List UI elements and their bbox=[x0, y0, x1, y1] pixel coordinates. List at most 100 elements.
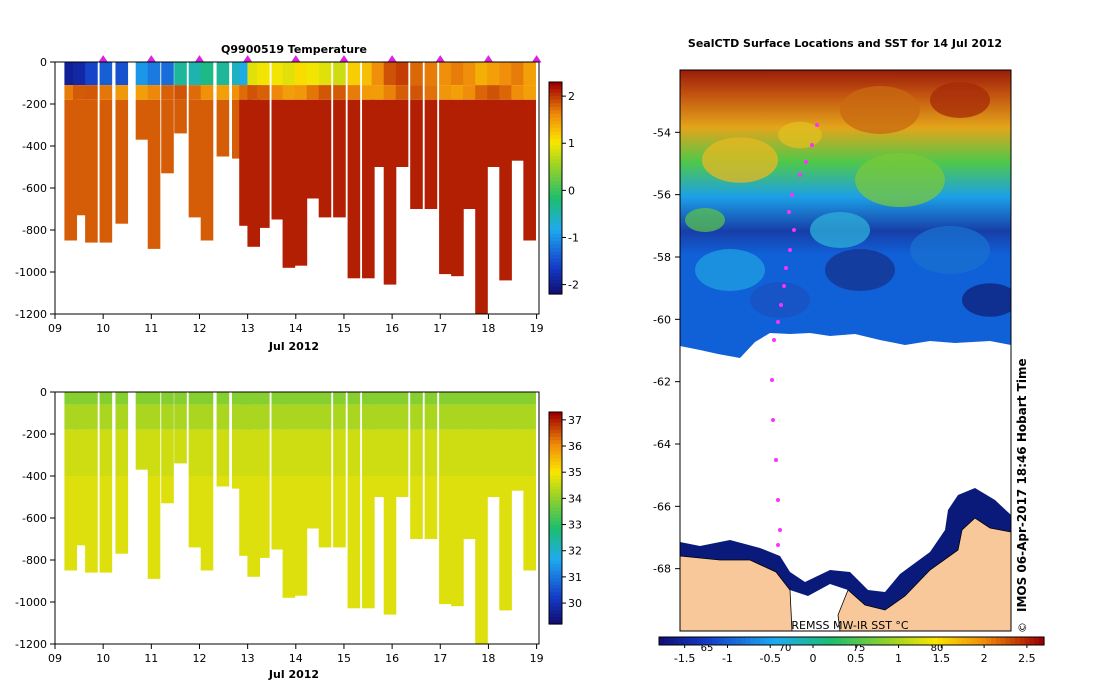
temperature-cell-deep bbox=[216, 99, 230, 157]
colorbar-step bbox=[549, 489, 562, 494]
colorbar-step bbox=[549, 205, 562, 210]
latitude-tick-label: -64 bbox=[653, 438, 671, 451]
salinity-cell bbox=[73, 392, 86, 405]
y-tick-label: 0 bbox=[40, 386, 47, 399]
sst-patch bbox=[685, 208, 725, 232]
x-tick-label: 18 bbox=[481, 652, 495, 665]
seal-location-point bbox=[804, 160, 808, 164]
y-tick-label: -1200 bbox=[15, 638, 47, 651]
colorbar-tick-label: 30 bbox=[568, 597, 582, 610]
sst-colorbar-step bbox=[707, 637, 713, 645]
salinity-cell bbox=[523, 404, 536, 430]
colorbar-tick-label: 33 bbox=[568, 519, 582, 532]
y-tick-label: -800 bbox=[22, 224, 47, 237]
colorbar-step bbox=[549, 500, 562, 505]
temperature-cell-thermocline bbox=[451, 85, 464, 100]
salinity-cell bbox=[161, 476, 174, 504]
colorbar-step bbox=[549, 475, 562, 480]
colorbar-step bbox=[549, 135, 562, 140]
sst-colorbar-step bbox=[1015, 637, 1021, 645]
colorbar-step bbox=[549, 606, 562, 611]
temperature-cell-surface bbox=[523, 62, 536, 86]
latitude-tick-label: -60 bbox=[653, 313, 671, 326]
colorbar-step bbox=[549, 585, 562, 590]
temperature-cell-thermocline bbox=[410, 85, 423, 100]
salinity-cell bbox=[451, 392, 464, 405]
copyright-symbol: © bbox=[1016, 622, 1029, 633]
sst-colorbar-step bbox=[764, 637, 771, 645]
sst-colorbar-step bbox=[861, 637, 867, 645]
sst-colorbar-step bbox=[1005, 637, 1011, 645]
salinity-cell bbox=[294, 476, 308, 596]
sst-colorbar-step bbox=[779, 637, 785, 645]
sst-colorbar-step bbox=[726, 637, 732, 645]
sst-colorbar-step bbox=[659, 637, 665, 645]
x-tick-label: 12 bbox=[192, 652, 206, 665]
sst-colorbar-step bbox=[702, 637, 708, 645]
temperature-cell-thermocline bbox=[247, 85, 261, 100]
colorbar-step bbox=[549, 443, 562, 448]
colorbar-step bbox=[549, 560, 562, 565]
map-longitude-labels: 65 70 75 80 bbox=[701, 643, 944, 654]
sst-patch bbox=[695, 249, 765, 291]
temperature-cell-deep bbox=[247, 99, 261, 247]
colorbar-step bbox=[549, 156, 562, 161]
salinity-cell bbox=[395, 476, 409, 497]
y-tick-label: -400 bbox=[22, 470, 47, 483]
colorbar-step bbox=[549, 283, 562, 288]
salinity-cell bbox=[487, 429, 500, 476]
colorbar-step bbox=[549, 145, 562, 150]
salinity-cell bbox=[135, 404, 149, 430]
colorbar-step bbox=[549, 493, 562, 498]
colorbar-step bbox=[549, 92, 562, 97]
sst-colorbar-step bbox=[813, 637, 819, 645]
temperature-cell-surface bbox=[371, 62, 385, 86]
colorbar-step bbox=[549, 117, 562, 122]
sst-colorbar-step bbox=[755, 637, 761, 645]
salinity-cell bbox=[306, 476, 320, 529]
salinity-cell bbox=[383, 429, 397, 476]
temperature-cell-deep bbox=[499, 99, 512, 281]
colorbar-step bbox=[549, 599, 562, 604]
temperature-cell-surface bbox=[73, 62, 86, 86]
temperature-cell-deep bbox=[318, 99, 332, 218]
sst-colorbar-step bbox=[938, 637, 944, 645]
temperature-cell-surface bbox=[439, 62, 452, 86]
salinity-cell bbox=[410, 429, 423, 476]
salinity-cell bbox=[451, 429, 464, 476]
salinity-cell bbox=[247, 392, 261, 405]
sst-colorbar-step bbox=[832, 637, 838, 645]
temperature-section-panel: Q9900519 Temperature 0 -200 -400 -600 -800 -1… bbox=[15, 43, 579, 353]
salinity-cell bbox=[463, 392, 476, 405]
salinity-cell bbox=[135, 392, 149, 405]
salinity-colorbar-ticks: 37 36 35 34 33 32 31 30 bbox=[562, 414, 582, 610]
salinity-cell bbox=[463, 429, 476, 476]
x-tick-label: 13 bbox=[241, 322, 255, 335]
salinity-cell bbox=[523, 429, 536, 476]
colorbar-step bbox=[549, 237, 562, 242]
colorbar-step bbox=[549, 244, 562, 249]
profile-time-marker bbox=[531, 55, 542, 63]
temperature-cell-surface bbox=[383, 62, 397, 86]
salinity-cell bbox=[333, 429, 346, 476]
temperature-y-axis: 0 -200 -400 -600 -800 -1000 -1200 bbox=[15, 56, 55, 321]
colorbar-step bbox=[549, 433, 562, 438]
salinity-cell bbox=[247, 429, 261, 476]
salinity-cell bbox=[271, 476, 285, 550]
sst-colorbar-step bbox=[1034, 637, 1040, 645]
sst-colorbar-step bbox=[971, 637, 978, 645]
colorbar-step bbox=[549, 99, 562, 104]
salinity-cell bbox=[115, 404, 129, 430]
map-latitude-axis: -54 -56 -58 -60 -62 -64 -66 -68 bbox=[653, 126, 680, 576]
temperature-cell-surface bbox=[451, 62, 464, 86]
seal-location-point bbox=[776, 320, 780, 324]
sst-colorbar-ticks: -1.5 -1 -0.5 0 0.5 1 1.5 2 2.5 bbox=[674, 645, 1036, 665]
colorbar-step bbox=[549, 602, 562, 607]
colorbar-step bbox=[549, 528, 562, 533]
colorbar-tick-label: 0 bbox=[568, 184, 575, 197]
sst-colorbar bbox=[658, 636, 1045, 646]
sst-colorbar-tick-label: 0.5 bbox=[847, 652, 865, 665]
temperature-cell-thermocline bbox=[371, 85, 385, 100]
salinity-cell bbox=[347, 429, 361, 476]
